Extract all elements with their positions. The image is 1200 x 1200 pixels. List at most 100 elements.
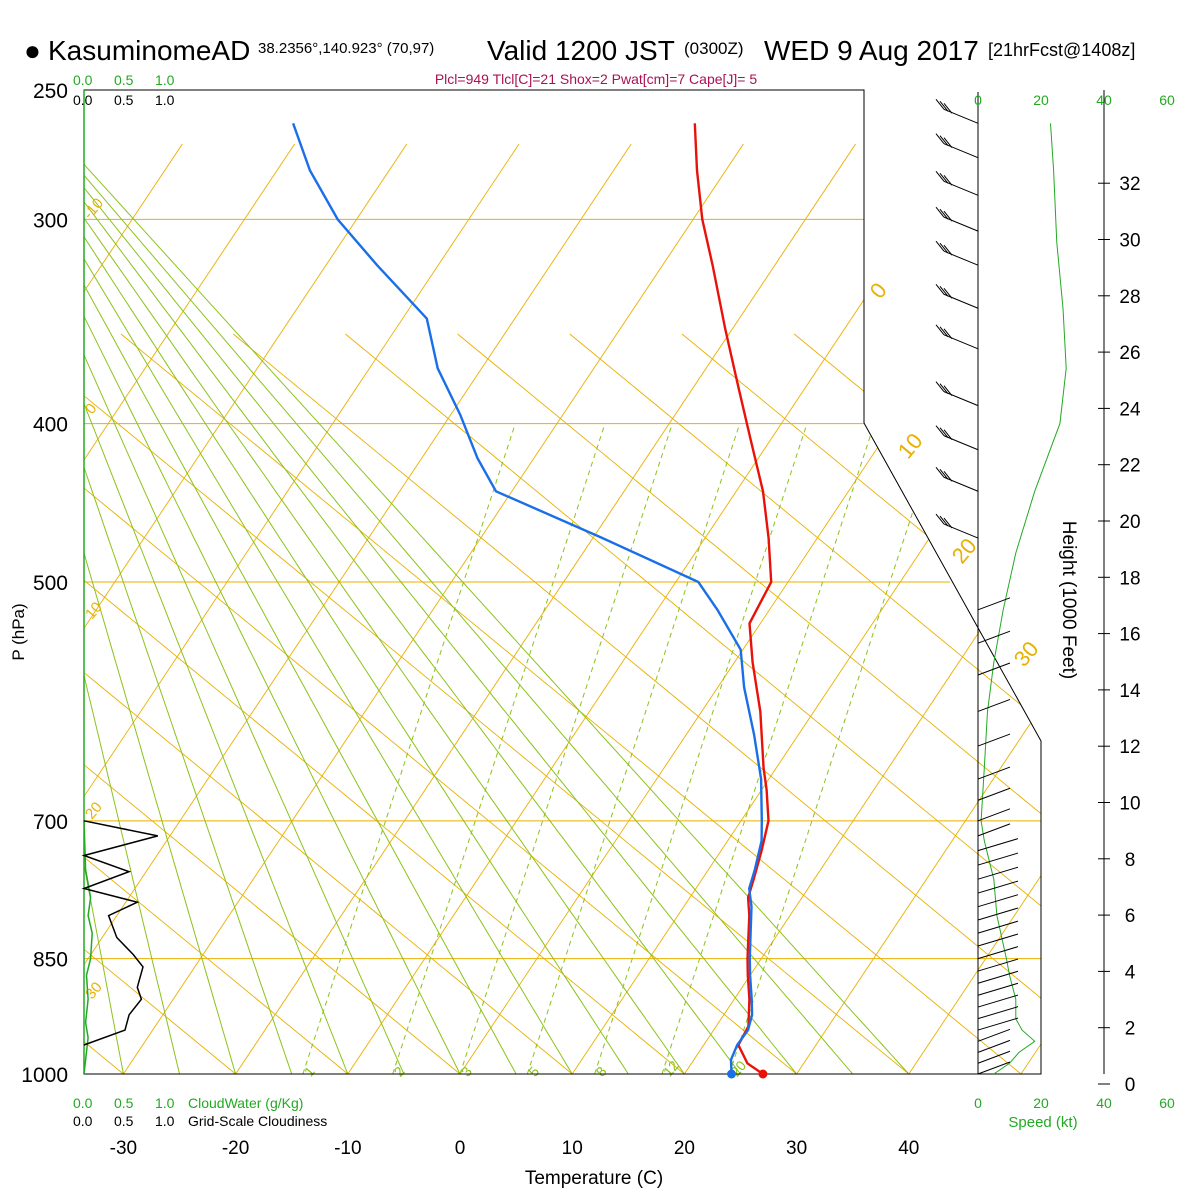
wind-barb: [977, 733, 1011, 747]
height-tick-label: 10: [1119, 794, 1140, 815]
cloud-legend-bottom: 0.0 0.5 1.0 CloudWater (g/Kg) 0.0 0.5 1.…: [73, 1095, 327, 1129]
wind-barb-flag: [935, 133, 945, 144]
dry-adiabat: [84, 143, 632, 1074]
wind-barb-shaft: [977, 1039, 1011, 1053]
wind-barb-flag: [943, 175, 953, 186]
height-tick-label: 20: [1119, 512, 1140, 533]
stability-indices: Plcl=949 Tlcl[C]=21 Shox=2 Pwat[cm]=7 Ca…: [435, 71, 758, 87]
wind-barb-flag: [943, 244, 953, 256]
dry-adiabat: [84, 143, 408, 1074]
dry-adiabat: [84, 143, 295, 1074]
cloudiness-label: Grid-Scale Cloudiness: [188, 1113, 327, 1129]
wind-barb-shaft: [977, 852, 1019, 866]
mixing-ratio-line: [594, 423, 808, 1074]
dry-adiabat-left: [84, 333, 236, 1074]
speed-tick-bottom: 0: [974, 1095, 982, 1111]
wind-barb: [977, 597, 1011, 611]
wind-barb-flag: [943, 102, 953, 114]
dry-adiabat-left: [84, 333, 349, 1074]
moist-adiabat: [84, 90, 517, 1074]
cloudiness-scale-05: 0.5: [114, 1113, 134, 1129]
moist-adiabat: [84, 90, 685, 1074]
wind-barb-flag: [935, 513, 945, 525]
wind-barb-shaft: [977, 597, 1011, 611]
temperature-tick-label: -20: [222, 1138, 249, 1159]
station-name: KasuminomeAD: [48, 35, 250, 66]
wind-barb: [977, 933, 1019, 947]
cloud-water-label: CloudWater (g/Kg): [188, 1095, 303, 1111]
wind-barb: [977, 838, 1019, 852]
wind-barb-shaft: [977, 933, 1019, 947]
dry-adiabat-left: [345, 333, 1041, 1074]
wind-barb-shaft: [977, 946, 1019, 960]
wind-barb: [977, 946, 1019, 960]
height-tick-label: 8: [1125, 850, 1136, 871]
temperature-axis-title: Temperature (C): [525, 1168, 663, 1189]
wind-barb-shaft: [943, 108, 979, 124]
dry-adiabat-left: [0, 334, 11, 1074]
wind-barb-shaft: [977, 698, 1011, 712]
wind-barb-flag: [943, 429, 953, 441]
dry-adiabat: [684, 143, 1041, 1074]
pressure-tick-label: 500: [33, 572, 68, 595]
wind-barb-flag: [935, 324, 945, 336]
cloud-scale-05: 0.5: [114, 1095, 134, 1111]
wind-barb-flag: [935, 98, 945, 110]
cloud-top-scale-05: 0.5: [114, 72, 134, 88]
wind-barb-shaft: [977, 787, 1011, 801]
wind-barb: [977, 907, 1019, 921]
dry-adiabat: [1133, 144, 1200, 1074]
wind-barb-shaft: [943, 476, 979, 492]
wind-barb-flag: [939, 468, 949, 480]
mixing-ratio-label: 8: [592, 1063, 609, 1079]
wind-barb-flag: [939, 242, 949, 254]
pressure-tick-label: 850: [33, 949, 68, 972]
pressure-tick-label: 250: [33, 80, 68, 103]
wind-barb-shaft: [977, 907, 1019, 921]
dry-adiabat: [459, 143, 1041, 1074]
mixing-ratio-label: 5: [525, 1063, 542, 1079]
height-tick-label: 6: [1125, 906, 1136, 927]
dry-adiabat-left: [569, 333, 1041, 1074]
wind-barb: [977, 1017, 1019, 1031]
wind-barb-flag: [939, 135, 949, 146]
temperature-surface-dot: [758, 1069, 768, 1079]
wind-barb: [977, 866, 1019, 880]
dewpoint-surface-dot: [727, 1069, 737, 1079]
speed-tick-top: 0: [974, 92, 982, 108]
height-tick-label: 12: [1119, 737, 1140, 758]
wind-barb-shaft: [977, 838, 1019, 852]
cloudiness-top-scale-1: 1.0: [155, 92, 175, 108]
wind-barb: [935, 466, 979, 492]
wind-barb: [977, 766, 1011, 780]
cloudiness-top-scale-05: 0.5: [114, 92, 134, 108]
wind-barb: [977, 630, 1011, 644]
dry-adiabat: [235, 143, 856, 1074]
mixing-ratio-line: [661, 423, 875, 1074]
cloudiness-line: [81, 820, 158, 1046]
dry-adiabat-left: [232, 333, 1041, 1074]
wind-barb-shaft: [977, 630, 1011, 644]
wind-speed-line: [980, 123, 1067, 1075]
wind-barb: [935, 133, 979, 159]
dry-adiabat-left: [1018, 333, 1041, 1074]
wind-barb-shaft: [977, 1006, 1019, 1020]
height-axis-title: Height (1000 Feet): [1058, 521, 1079, 679]
wind-barb-shaft: [943, 293, 979, 309]
wind-barb-shaft: [943, 435, 979, 451]
dry-adiabat-left: [1131, 334, 1200, 1074]
wind-barb-flag: [939, 285, 949, 297]
moist-adiabat: [84, 90, 854, 1074]
wind-barb: [977, 852, 1019, 866]
wind-barb-flag: [935, 381, 945, 392]
speed-axis-title: Speed (kt): [1008, 1114, 1077, 1131]
wind-barb: [935, 171, 979, 196]
cloudiness-top-scale-0: 0.0: [73, 92, 93, 108]
temperature-tick-label: 40: [898, 1138, 919, 1159]
wind-barb-flag: [935, 240, 945, 252]
moist-adiabat: [84, 90, 910, 1074]
moist-adiabat: [84, 90, 237, 1074]
wind-barb-shaft: [977, 1050, 1011, 1064]
temperature-line: [693, 123, 773, 1075]
